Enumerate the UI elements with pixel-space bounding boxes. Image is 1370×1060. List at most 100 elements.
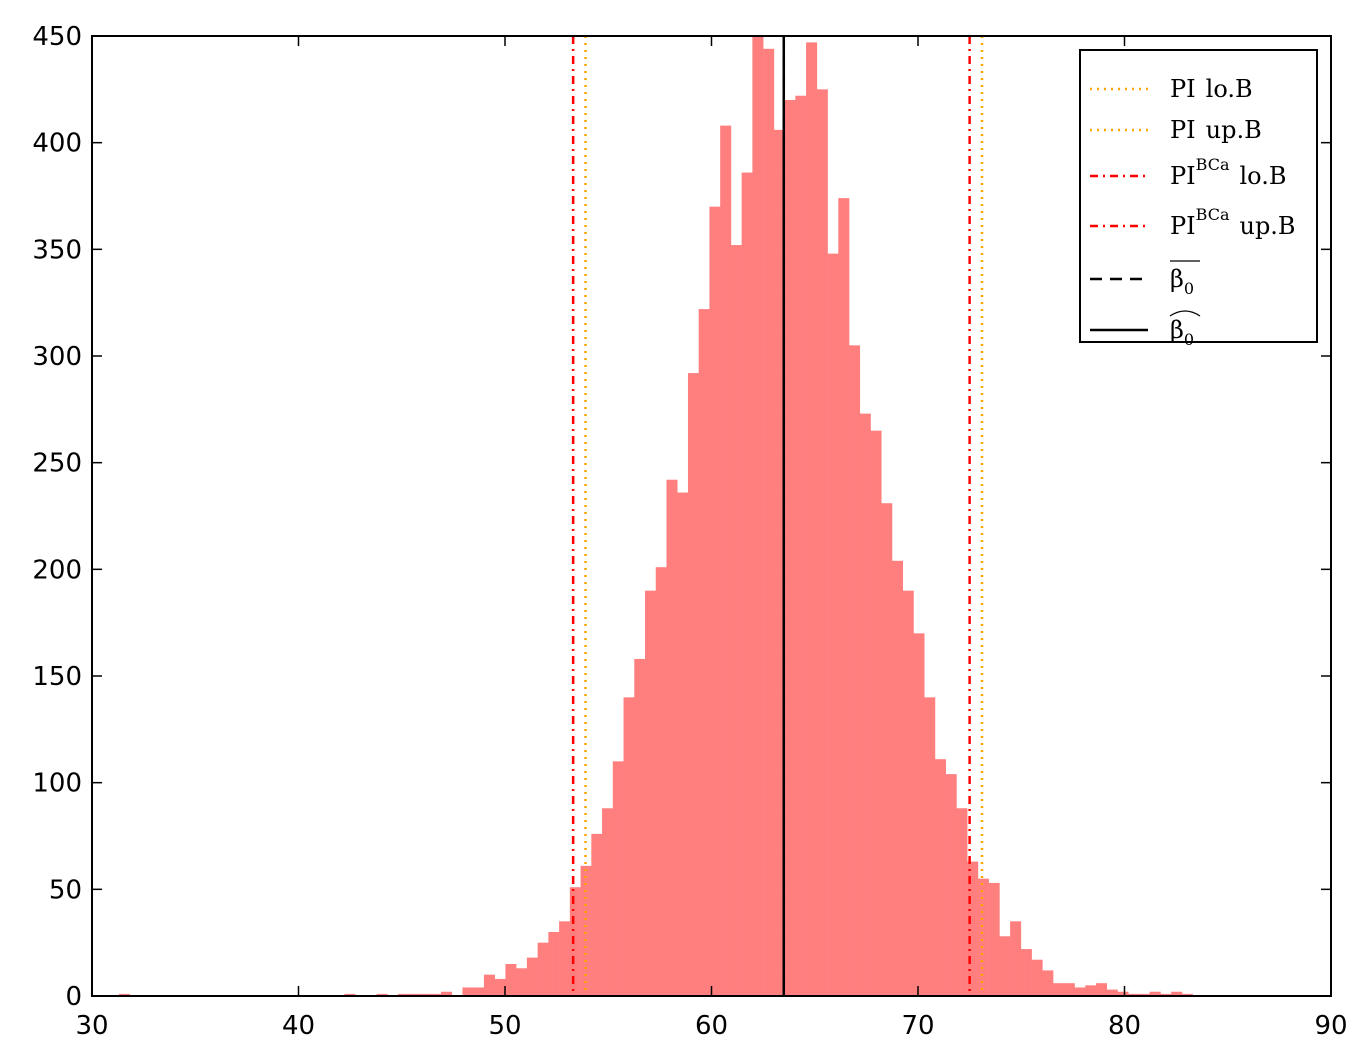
legend-accent <box>1169 310 1201 317</box>
bar <box>784 100 796 996</box>
legend-label: PI lo.B <box>1170 75 1253 103</box>
bar <box>773 129 785 996</box>
legend-label: PIBCa up.B <box>1170 205 1296 240</box>
bar <box>1020 949 1032 996</box>
bar <box>849 345 861 996</box>
bar <box>473 987 485 996</box>
bar <box>988 882 1000 996</box>
x-tick-label: 40 <box>282 1011 315 1041</box>
bar <box>1106 989 1118 996</box>
bar <box>462 987 474 996</box>
x-tick-label: 50 <box>488 1011 521 1041</box>
legend-label: β0 <box>1170 265 1194 298</box>
legend-sup: BCa <box>1196 155 1230 174</box>
bar <box>1010 921 1022 996</box>
bar <box>891 560 904 996</box>
bar <box>806 42 818 996</box>
legend-label: PIBCa lo.B <box>1170 155 1286 190</box>
legend-name: β <box>1170 265 1184 293</box>
bar <box>999 936 1011 996</box>
bar <box>977 878 989 996</box>
y-tick-label: 200 <box>32 555 82 585</box>
bar <box>730 245 742 997</box>
bar <box>569 887 581 996</box>
bar <box>580 865 592 996</box>
bar <box>1085 985 1097 996</box>
x-tick-label: 80 <box>1108 1011 1141 1041</box>
y-tick-label: 150 <box>32 662 82 692</box>
y-tick-label: 0 <box>65 982 82 1012</box>
legend-label: PI up.B <box>1170 116 1262 144</box>
bar <box>1181 993 1193 996</box>
bar <box>634 658 646 996</box>
bar <box>655 567 667 996</box>
bar <box>408 993 420 996</box>
bar <box>1031 959 1043 996</box>
legend-sub: 0 <box>1184 279 1194 298</box>
bar <box>1160 993 1172 996</box>
legend-suffix: lo.B <box>1206 75 1253 103</box>
legend-name: PI <box>1170 75 1196 103</box>
bar <box>398 993 410 996</box>
bar <box>559 921 571 996</box>
legend-suffix: up.B <box>1206 116 1262 144</box>
bar <box>881 503 893 996</box>
bar <box>440 991 453 996</box>
bar <box>913 633 925 996</box>
bar <box>591 833 603 996</box>
legend-suffix: lo.B <box>1239 162 1286 190</box>
bar <box>838 198 850 997</box>
bar <box>602 808 614 996</box>
bar <box>494 978 506 996</box>
bar <box>430 993 442 996</box>
bar <box>1042 970 1054 996</box>
y-tick-label: 100 <box>32 769 82 799</box>
bar <box>870 430 882 997</box>
bar <box>1171 991 1183 996</box>
bar <box>687 373 699 997</box>
bar <box>623 697 635 996</box>
bar <box>612 761 624 996</box>
bar <box>1128 993 1140 996</box>
bar <box>645 590 657 996</box>
legend-name: PI <box>1170 116 1196 144</box>
bar <box>1138 993 1150 996</box>
bar <box>537 942 549 996</box>
legend-frame <box>1079 49 1318 343</box>
bar <box>945 774 957 996</box>
bar <box>1063 983 1075 996</box>
y-tick-label: 450 <box>32 22 82 52</box>
bar <box>548 932 560 996</box>
bar <box>698 309 710 997</box>
bar <box>505 964 517 996</box>
bar <box>720 125 732 997</box>
legend-sub: 0 <box>1184 330 1194 349</box>
bar <box>752 36 764 996</box>
bar <box>526 957 538 996</box>
y-tick-label: 300 <box>32 342 82 372</box>
bar <box>956 808 968 996</box>
bar <box>709 206 721 996</box>
bar <box>924 697 936 996</box>
bar <box>118 993 130 996</box>
bar <box>1117 991 1129 996</box>
bar <box>967 861 979 996</box>
bar <box>419 993 431 996</box>
x-tick-label: 90 <box>1314 1011 1347 1041</box>
bar <box>763 48 775 997</box>
legend-sup: BCa <box>1196 205 1230 224</box>
y-tick-label: 50 <box>49 875 82 905</box>
x-tick-label: 30 <box>75 1011 108 1041</box>
bar <box>902 590 914 996</box>
bar <box>1053 983 1065 996</box>
legend-label: β0 <box>1170 316 1194 349</box>
y-tick-label: 250 <box>32 449 82 479</box>
bar <box>516 968 528 996</box>
bar <box>741 172 753 997</box>
bar <box>795 95 807 996</box>
y-tick-label: 400 <box>32 129 82 159</box>
bar <box>934 759 946 996</box>
legend-name: β <box>1170 316 1184 344</box>
bar <box>376 993 388 996</box>
bar <box>859 413 871 997</box>
